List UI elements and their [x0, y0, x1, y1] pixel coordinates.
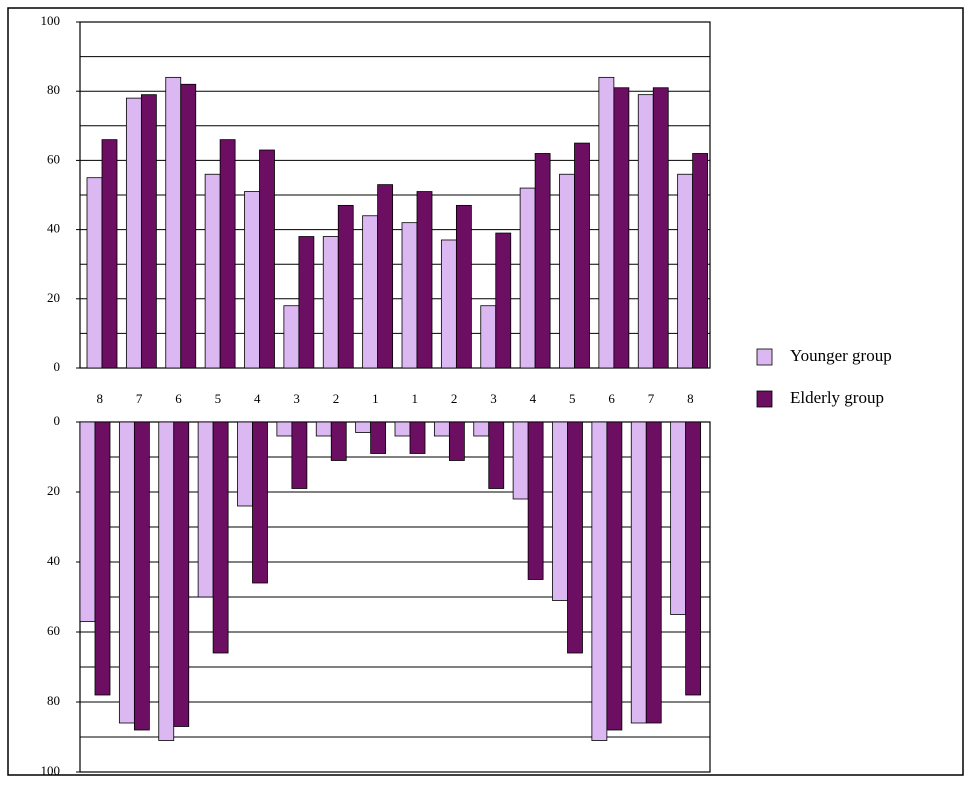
bar: [252, 421, 268, 584]
bar: [133, 421, 150, 731]
bar: [606, 421, 623, 731]
bar: [173, 421, 190, 727]
bar: [637, 94, 654, 369]
x-tick-label: 4: [254, 391, 261, 406]
legend-label: Elderly group: [790, 388, 884, 407]
bar: [440, 239, 457, 369]
bar: [244, 191, 260, 369]
y-tick-label: 0: [54, 413, 61, 428]
bar: [448, 421, 465, 461]
plot-frame: [79, 21, 711, 369]
bar: [473, 421, 490, 437]
bar: [670, 421, 687, 615]
bar: [212, 421, 229, 654]
bar: [613, 87, 630, 369]
bar: [165, 76, 182, 369]
y-tick-label: 60: [47, 623, 60, 638]
bar: [645, 421, 662, 724]
legend-swatch: [756, 390, 773, 408]
x-tick-label: 6: [175, 391, 182, 406]
y-tick-label: 100: [41, 13, 61, 28]
x-tick-label: 3: [490, 391, 497, 406]
bar: [552, 421, 568, 601]
bar: [219, 139, 236, 369]
x-tick-label: 4: [530, 391, 537, 406]
y-tick-label: 100: [41, 763, 61, 778]
bar: [519, 187, 536, 369]
bar: [259, 149, 275, 369]
x-tick-label: 3: [293, 391, 300, 406]
x-tick-label: 7: [136, 391, 143, 406]
bar: [362, 215, 379, 369]
y-tick-label: 20: [47, 483, 60, 498]
legend-swatch: [756, 348, 773, 366]
bar: [559, 173, 575, 369]
y-tick-label: 0: [54, 359, 61, 374]
bar: [455, 204, 472, 369]
bar: [685, 421, 702, 696]
bar: [480, 305, 497, 369]
bar: [330, 421, 347, 461]
y-tick-label: 40: [47, 553, 60, 568]
bar: [180, 83, 197, 369]
bar: [416, 191, 433, 369]
bar: [433, 421, 450, 437]
bar: [101, 139, 118, 369]
bar: [574, 142, 590, 369]
bar: [377, 184, 394, 369]
bar: [197, 421, 214, 598]
bar: [598, 76, 615, 369]
bar: [567, 421, 583, 654]
bar: [512, 421, 529, 500]
bar: [370, 421, 387, 454]
bar: [125, 97, 142, 369]
x-tick-label: 2: [451, 391, 458, 406]
frame: [7, 7, 964, 776]
bar: [298, 236, 315, 369]
bar: [591, 421, 608, 741]
bar: [401, 222, 418, 369]
bar: [652, 87, 669, 369]
bar: [291, 421, 308, 489]
y-tick-label: 40: [47, 221, 60, 236]
bar: [409, 421, 426, 454]
bar: [204, 173, 221, 369]
y-tick-label: 20: [47, 290, 60, 305]
bar: [79, 421, 96, 622]
bar: [118, 421, 135, 724]
bar: [527, 421, 544, 580]
bar: [495, 232, 512, 369]
y-tick-label: 80: [47, 82, 60, 97]
bar: [322, 236, 339, 369]
bar: [355, 421, 372, 433]
x-tick-label: 5: [569, 391, 576, 406]
x-tick-label: 8: [687, 391, 694, 406]
bar: [394, 421, 411, 437]
bar: [283, 305, 300, 369]
x-tick-label: 6: [608, 391, 615, 406]
bar: [337, 204, 354, 369]
bar: [140, 94, 157, 369]
bar: [158, 421, 175, 741]
x-tick-label: 2: [333, 391, 340, 406]
bar: [315, 421, 332, 437]
x-tick-label: 1: [372, 391, 379, 406]
y-tick-label: 80: [47, 693, 60, 708]
x-tick-label: 7: [648, 391, 655, 406]
x-tick-label: 1: [411, 391, 418, 406]
bar: [276, 421, 293, 437]
bar: [630, 421, 647, 724]
x-tick-label: 5: [215, 391, 222, 406]
bar: [86, 177, 103, 369]
bar: [488, 421, 505, 489]
bar: [692, 153, 709, 369]
y-tick-label: 60: [47, 151, 60, 166]
bar: [237, 421, 253, 507]
bar: [94, 421, 111, 696]
x-tick-label: 8: [96, 391, 103, 406]
legend-label: Younger group: [790, 346, 892, 365]
bar: [534, 153, 551, 369]
bar: [677, 173, 694, 369]
